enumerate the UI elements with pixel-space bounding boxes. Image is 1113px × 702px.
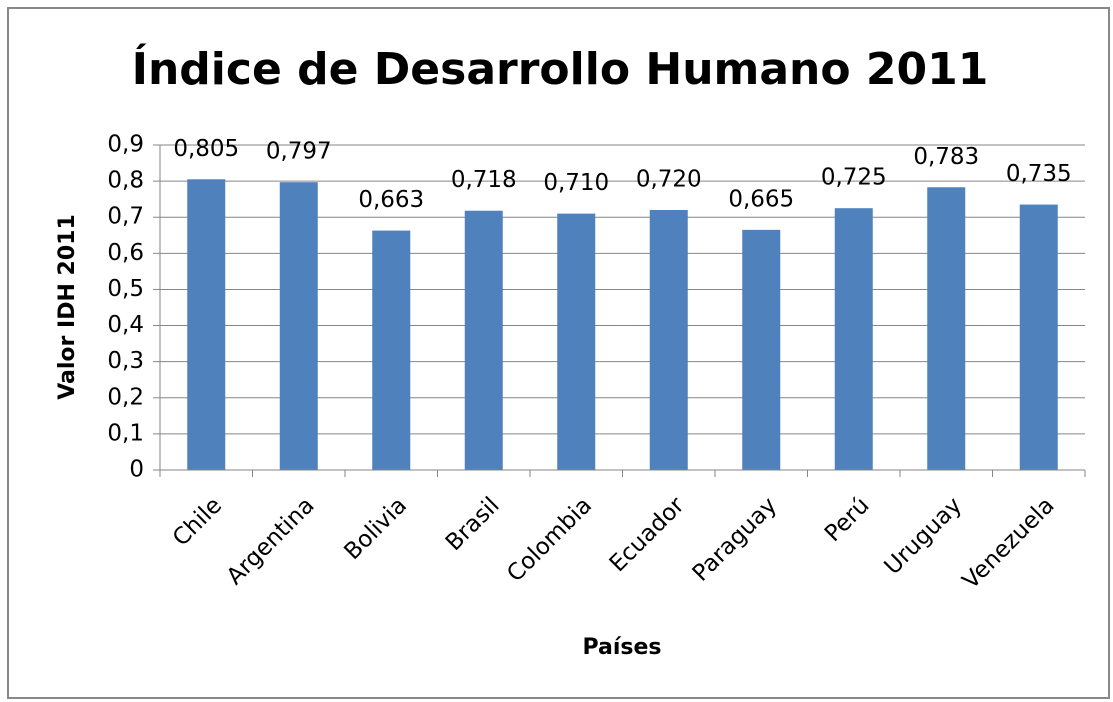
bar: [834, 208, 873, 470]
value-label: 0,797: [266, 139, 332, 165]
bar: [187, 179, 226, 471]
y-tick-label: 0,4: [107, 312, 144, 338]
y-tick-label: 0,8: [107, 168, 144, 194]
bar: [464, 210, 503, 470]
value-label: 0,718: [451, 167, 517, 193]
y-tick-label: 0,3: [107, 348, 144, 374]
y-axis-title: Valor IDH 2011: [55, 214, 80, 400]
value-label: 0,783: [913, 144, 979, 170]
bar: [649, 210, 688, 470]
y-tick-label: 0: [129, 457, 144, 483]
value-label: 0,805: [173, 136, 239, 162]
bar: [927, 187, 966, 470]
y-tick-label: 0,2: [107, 384, 144, 410]
x-axis-title: Países: [582, 635, 661, 660]
bar: [372, 230, 411, 470]
y-tick-label: 0,7: [107, 204, 144, 230]
bar: [742, 229, 781, 470]
value-label: 0,735: [1006, 161, 1072, 187]
y-tick-label: 0,5: [107, 276, 144, 302]
value-label: 0,663: [358, 187, 424, 213]
y-tick-label: 0,9: [107, 132, 144, 158]
bar: [279, 182, 318, 470]
value-label: 0,710: [543, 170, 609, 196]
bar: [557, 213, 596, 470]
chart-title: Índice de Desarrollo Humano 2011: [132, 42, 989, 95]
bar: [1019, 204, 1058, 471]
value-label: 0,720: [636, 167, 702, 193]
y-tick-label: 0,6: [107, 240, 144, 266]
y-tick-label: 0,1: [107, 420, 144, 446]
value-label: 0,665: [728, 186, 794, 212]
value-label: 0,725: [821, 165, 887, 191]
